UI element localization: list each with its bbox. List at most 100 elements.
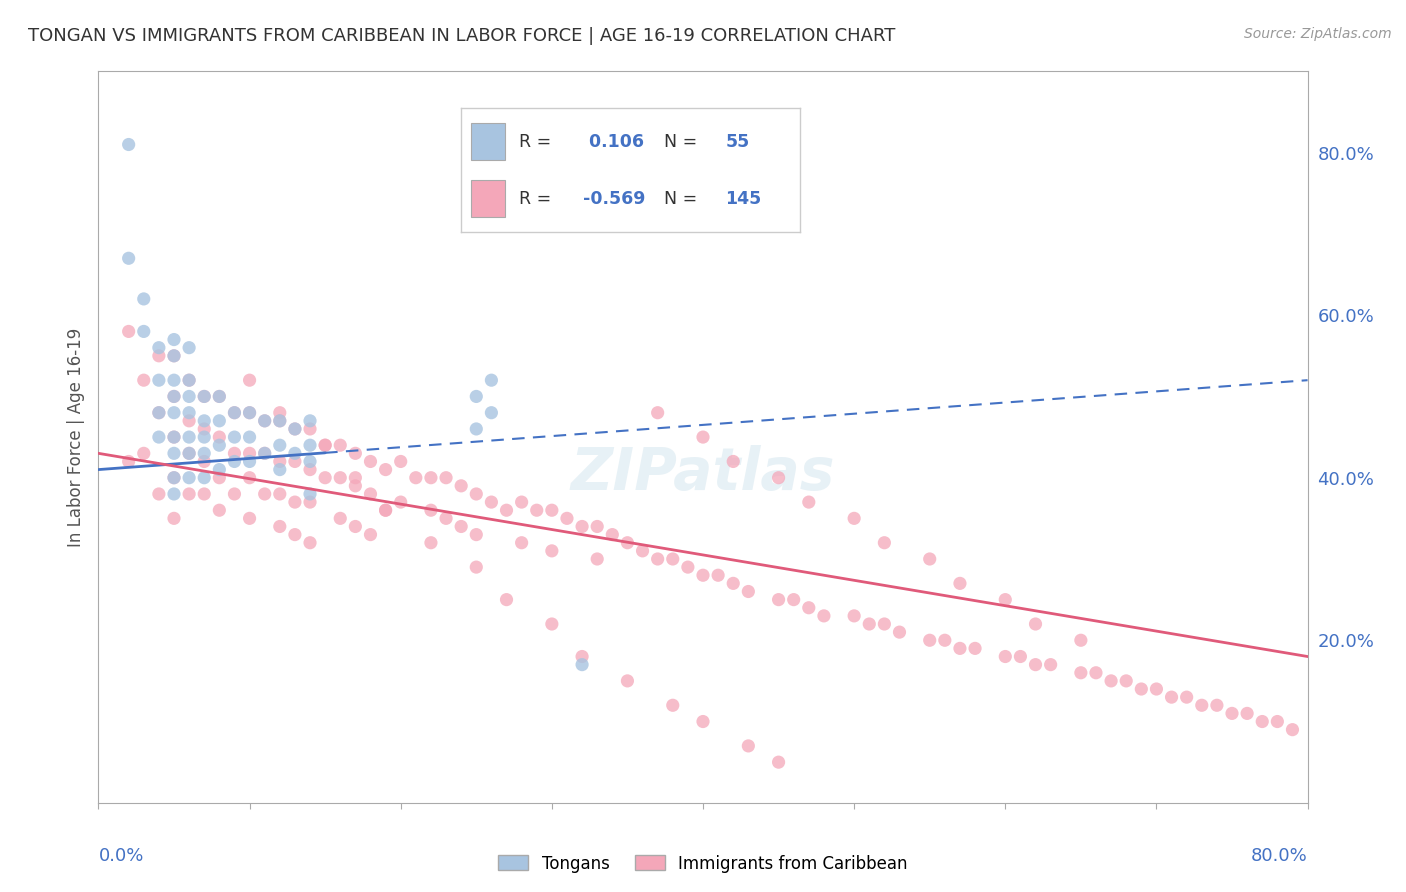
- Point: [344, 446, 367, 460]
- Point: [526, 503, 548, 517]
- Point: [148, 341, 170, 355]
- Point: [873, 535, 896, 549]
- Point: [329, 511, 352, 525]
- Point: [239, 406, 262, 420]
- Point: [299, 535, 322, 549]
- Point: [163, 471, 186, 485]
- Point: [299, 414, 322, 428]
- Point: [586, 519, 609, 533]
- Point: [314, 471, 336, 485]
- Point: [253, 446, 276, 460]
- Point: [374, 462, 396, 476]
- Point: [193, 389, 215, 403]
- Point: [163, 373, 186, 387]
- Point: [224, 406, 246, 420]
- Point: [647, 406, 669, 420]
- Point: [148, 373, 170, 387]
- Point: [571, 519, 593, 533]
- Point: [208, 503, 231, 517]
- Point: [540, 544, 562, 558]
- Point: [179, 446, 201, 460]
- Point: [586, 552, 609, 566]
- Point: [118, 252, 141, 266]
- Point: [844, 511, 866, 525]
- Point: [1039, 657, 1062, 672]
- Point: [179, 373, 201, 387]
- Point: [329, 438, 352, 452]
- Point: [314, 438, 336, 452]
- Point: [179, 471, 201, 485]
- Point: [434, 471, 457, 485]
- Point: [193, 471, 215, 485]
- Point: [193, 487, 215, 501]
- Point: [1251, 714, 1274, 729]
- Text: ZIPatlas: ZIPatlas: [571, 445, 835, 502]
- Point: [481, 373, 503, 387]
- Point: [239, 373, 262, 387]
- Point: [193, 422, 215, 436]
- Point: [208, 462, 231, 476]
- Point: [269, 454, 291, 468]
- Point: [858, 617, 880, 632]
- Point: [1010, 649, 1032, 664]
- Point: [1160, 690, 1182, 705]
- Point: [179, 389, 201, 403]
- Point: [148, 406, 170, 420]
- Point: [208, 430, 231, 444]
- Point: [208, 389, 231, 403]
- Point: [132, 373, 155, 387]
- Point: [405, 471, 427, 485]
- Point: [163, 333, 186, 347]
- Point: [723, 576, 745, 591]
- Point: [193, 446, 215, 460]
- Point: [1070, 665, 1092, 680]
- Point: [132, 446, 155, 460]
- Point: [1115, 673, 1137, 688]
- Point: [420, 471, 443, 485]
- Point: [239, 406, 262, 420]
- Point: [692, 430, 714, 444]
- Point: [179, 406, 201, 420]
- Point: [1267, 714, 1289, 729]
- Point: [163, 389, 186, 403]
- Point: [1144, 681, 1167, 696]
- Point: [420, 535, 443, 549]
- Point: [284, 422, 307, 436]
- Point: [284, 495, 307, 509]
- Point: [284, 527, 307, 541]
- Point: [224, 430, 246, 444]
- Point: [253, 414, 276, 428]
- Point: [1175, 690, 1198, 705]
- Point: [571, 657, 593, 672]
- Point: [1206, 698, 1229, 713]
- Point: [540, 617, 562, 632]
- Point: [994, 649, 1017, 664]
- Point: [918, 633, 941, 648]
- Point: [360, 454, 382, 468]
- Point: [465, 527, 488, 541]
- Point: [269, 462, 291, 476]
- Point: [1191, 698, 1213, 713]
- Point: [768, 592, 790, 607]
- Point: [299, 438, 322, 452]
- Point: [193, 430, 215, 444]
- Point: [707, 568, 730, 582]
- Point: [284, 454, 307, 468]
- Point: [193, 389, 215, 403]
- Text: 0.0%: 0.0%: [98, 847, 143, 864]
- Point: [269, 438, 291, 452]
- Point: [284, 446, 307, 460]
- Point: [934, 633, 956, 648]
- Point: [540, 503, 562, 517]
- Point: [360, 527, 382, 541]
- Point: [193, 454, 215, 468]
- Point: [661, 552, 683, 566]
- Point: [692, 568, 714, 582]
- Point: [723, 454, 745, 468]
- Point: [360, 487, 382, 501]
- Point: [299, 422, 322, 436]
- Point: [163, 446, 186, 460]
- Point: [768, 471, 790, 485]
- Point: [420, 503, 443, 517]
- Legend: Tongans, Immigrants from Caribbean: Tongans, Immigrants from Caribbean: [492, 848, 914, 880]
